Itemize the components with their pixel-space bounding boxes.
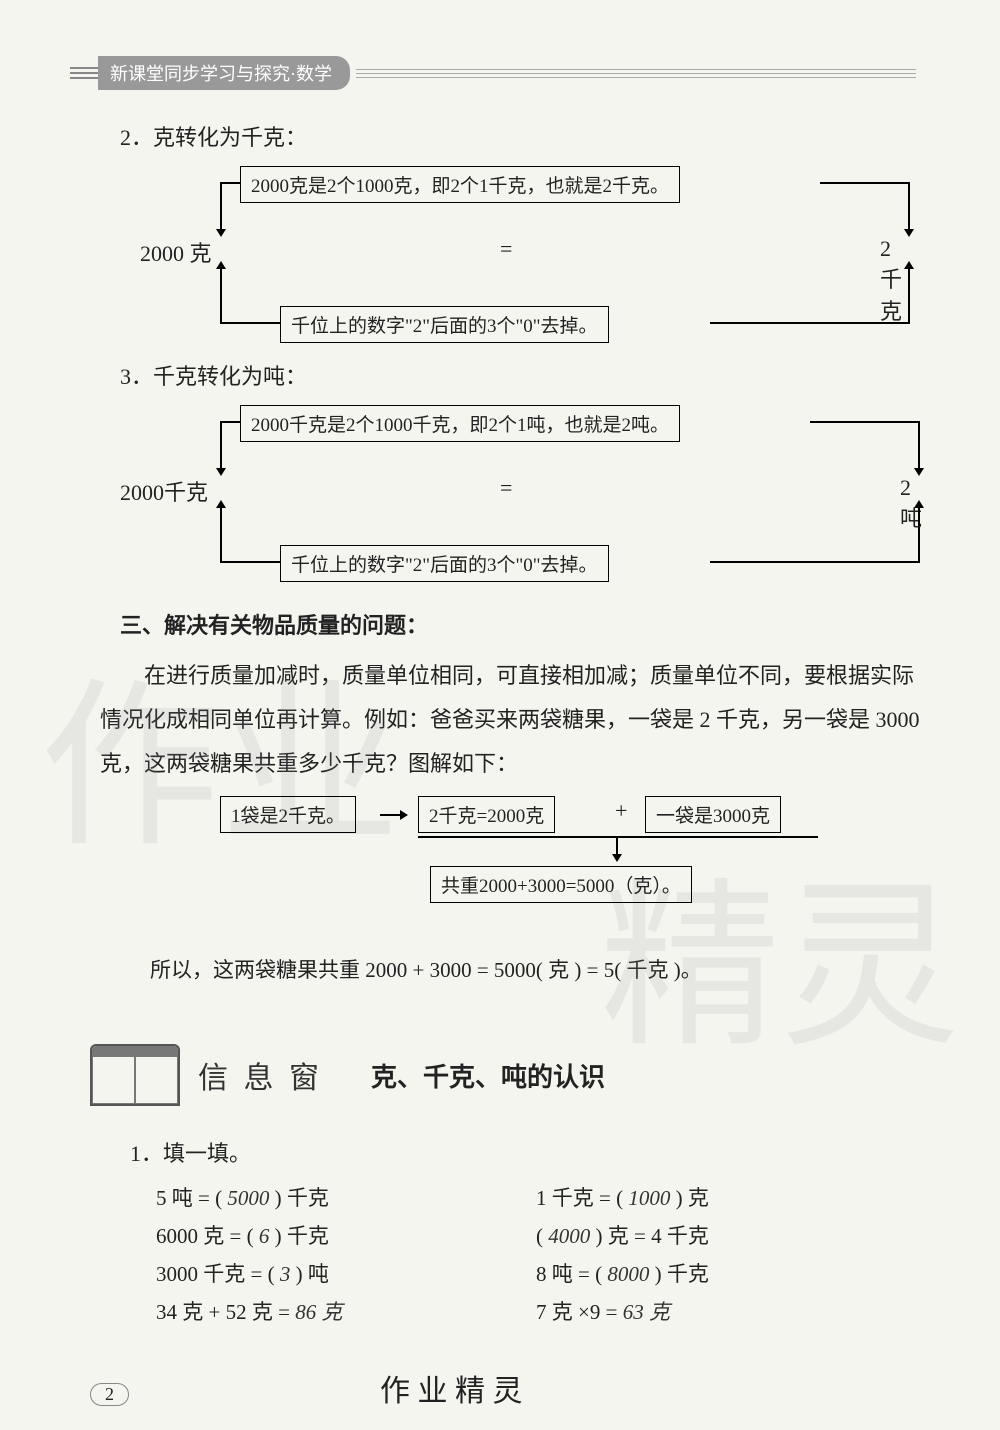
sec2-bottombox: 千位上的数字"2"后面的3个"0"去掉。 bbox=[280, 306, 609, 343]
sec3-topbox: 2000千克是2个1000千克，即2个1吨，也就是2吨。 bbox=[240, 405, 680, 442]
r2a-end: ) 千克 bbox=[269, 1224, 329, 1248]
r3b-end: ) 千克 bbox=[649, 1262, 709, 1286]
r2a-text: 6000 克 = ( bbox=[156, 1224, 259, 1248]
exercise-block: 1．填一填。 5 吨 = ( 5000 ) 千克 1 千克 = ( 1000 )… bbox=[130, 1136, 930, 1326]
ex-box2: 2千克=2000克 bbox=[418, 796, 555, 833]
example-diagram: 1袋是2千克。 2千克=2000克 + 一袋是3000克 共重2000+3000… bbox=[90, 796, 930, 946]
header-left-lines bbox=[70, 67, 98, 79]
sec2-diagram: 2000克是2个1000克，即2个1千克，也就是2千克。 2000 克 = 2千… bbox=[110, 166, 910, 341]
banner-cursive: 信 息 窗 bbox=[198, 1053, 323, 1097]
section-banner: 信 息 窗 克、千克、吨的认识 bbox=[90, 1044, 930, 1106]
r3a-end: ) 吨 bbox=[290, 1262, 329, 1286]
sec3-label: 3．千克转化为吨： bbox=[120, 359, 930, 391]
sec2-topbox: 2000克是2个1000克，即2个1千克，也就是2千克。 bbox=[240, 166, 680, 203]
footer-handwriting: 作 业 精 灵 bbox=[380, 1366, 523, 1410]
r3b-answer: 8000 bbox=[607, 1262, 649, 1286]
ex-box3: 一袋是3000克 bbox=[645, 796, 781, 833]
r1a-end: ) 千克 bbox=[269, 1186, 329, 1210]
header-right-lines bbox=[356, 69, 916, 78]
sec2-left: 2000 克 bbox=[140, 236, 212, 268]
banner-title: 克、千克、吨的认识 bbox=[371, 1057, 605, 1094]
r4a-answer: 86 克 bbox=[295, 1300, 342, 1324]
page-number: 2 bbox=[90, 1383, 129, 1406]
problem-heading: 三、解决有关物品质量的问题： bbox=[120, 608, 930, 640]
exercise-num: 1．填一填。 bbox=[130, 1136, 930, 1168]
fill-row-1: 5 吨 = ( 5000 ) 千克 1 千克 = ( 1000 ) 克 bbox=[156, 1182, 930, 1212]
sec3-bottombox: 千位上的数字"2"后面的3个"0"去掉。 bbox=[280, 545, 609, 582]
sec2-right: 2千克 bbox=[880, 236, 910, 326]
ex-box4: 共重2000+3000=5000（克）。 bbox=[430, 866, 692, 903]
r2a-answer: 6 bbox=[259, 1224, 270, 1248]
sec2-label: 2．克转化为千克： bbox=[120, 120, 930, 152]
window-icon bbox=[90, 1044, 180, 1106]
r1b-end: ) 克 bbox=[670, 1186, 709, 1210]
r2b-text: ( bbox=[536, 1224, 548, 1248]
r2b-answer: 4000 bbox=[548, 1224, 590, 1248]
conclusion: 所以，这两袋糖果共重 2000 + 3000 = 5000( 克 ) = 5( … bbox=[150, 954, 930, 984]
page-header: 新课堂同步学习与探究·数学 bbox=[70, 56, 916, 90]
r1b-text: 1 千克 = ( bbox=[536, 1186, 628, 1210]
fill-row-2: 6000 克 = ( 6 ) 千克 ( 4000 ) 克 = 4 千克 bbox=[156, 1220, 930, 1250]
sec3-eq: = bbox=[500, 475, 512, 501]
sec3-left: 2000千克 bbox=[120, 475, 208, 507]
r1b-answer: 1000 bbox=[628, 1186, 670, 1210]
r3a-text: 3000 千克 = ( bbox=[156, 1262, 280, 1286]
fill-row-3: 3000 千克 = ( 3 ) 吨 8 吨 = ( 8000 ) 千克 bbox=[156, 1258, 930, 1288]
ex-box1: 1袋是2千克。 bbox=[220, 796, 356, 833]
r4b-text: 7 克 ×9 = bbox=[536, 1300, 623, 1324]
r1a-answer: 5000 bbox=[227, 1186, 269, 1210]
r2b-end: ) 克 = 4 千克 bbox=[590, 1224, 709, 1248]
sec3-diagram: 2000千克是2个1000千克，即2个1吨，也就是2吨。 2000千克 = 2吨… bbox=[110, 405, 910, 580]
sec2-eq: = bbox=[500, 236, 512, 262]
r4b-answer: 63 克 bbox=[623, 1300, 670, 1324]
r4a-text: 34 克 + 52 克 = bbox=[156, 1300, 295, 1324]
problem-para: 在进行质量加减时，质量单位相同，可直接相加减；质量单位不同，要根据实际情况化成相… bbox=[100, 654, 920, 786]
r3a-answer: 3 bbox=[280, 1262, 291, 1286]
header-title: 新课堂同步学习与探究·数学 bbox=[98, 56, 350, 90]
r1a-text: 5 吨 = ( bbox=[156, 1186, 227, 1210]
r3b-text: 8 吨 = ( bbox=[536, 1262, 607, 1286]
ex-plus: + bbox=[615, 798, 627, 824]
fill-row-4: 34 克 + 52 克 = 86 克 7 克 ×9 = 63 克 bbox=[156, 1296, 930, 1326]
